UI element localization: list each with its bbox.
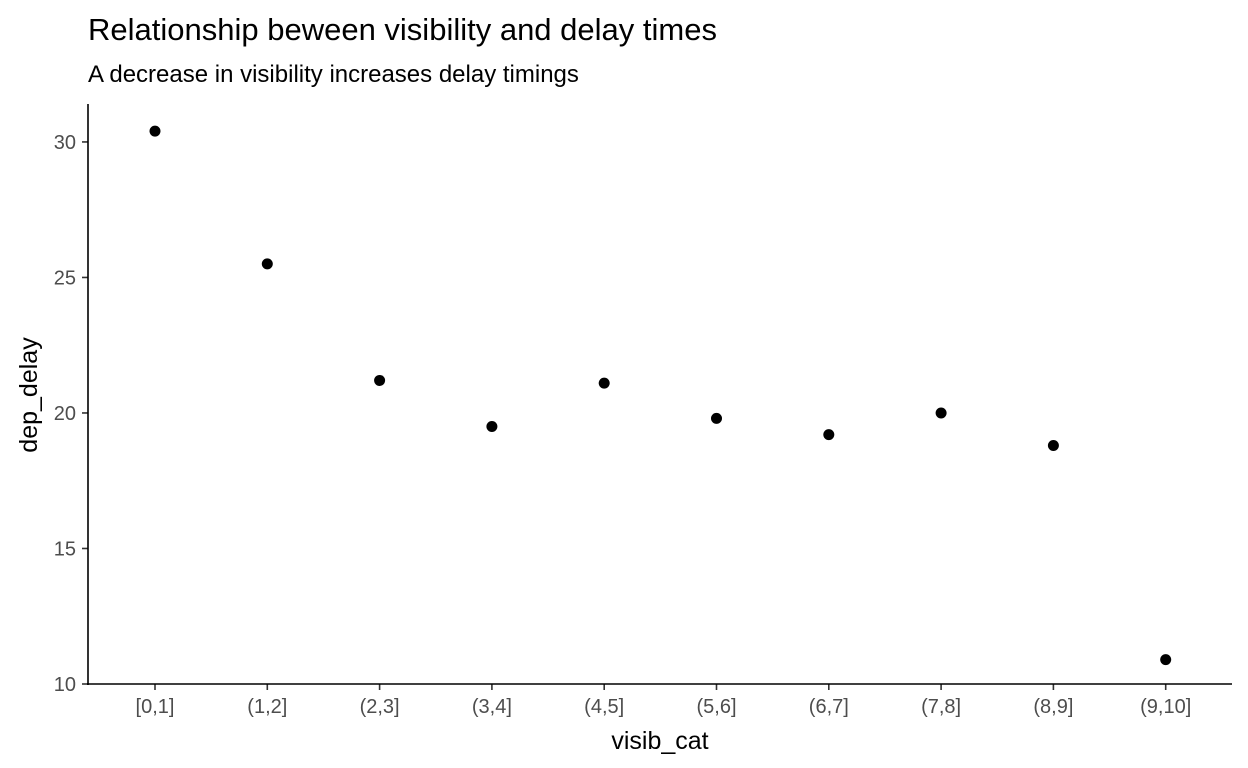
y-tick-label: 25 <box>54 267 76 289</box>
y-tick-label: 10 <box>54 674 76 696</box>
data-point <box>261 258 273 270</box>
x-tick-label: (3,4] <box>472 696 512 718</box>
x-tick-label: (1,2] <box>247 696 287 718</box>
y-axis-title: dep_delay <box>15 337 43 453</box>
data-points <box>149 125 1172 666</box>
chart-subtitle: A decrease in visibility increases delay… <box>88 61 579 88</box>
data-point <box>711 412 722 424</box>
x-tick-label: [0,1] <box>136 696 175 718</box>
x-axis-title: visib_cat <box>611 727 708 755</box>
x-tick-label: (5,6] <box>696 696 736 718</box>
x-tick-label: (2,3] <box>360 696 400 718</box>
x-tick-label: (7,8] <box>921 696 961 718</box>
data-point <box>823 429 835 441</box>
y-tick-label: 30 <box>54 132 76 154</box>
y-tick-label: 20 <box>54 403 76 425</box>
x-axis: [0,1] (1,2] (2,3] (3,4] (4,5] (5,6] (6,7] (7,8]… <box>136 684 1191 718</box>
data-point <box>1047 439 1059 451</box>
x-tick-label: (9,10] <box>1140 696 1191 718</box>
y-tick-label: 15 <box>54 538 76 560</box>
y-axis: 10 15 20 25 30 <box>54 132 88 696</box>
x-tick-label: (6,7] <box>809 696 849 718</box>
x-tick-label: (8,9] <box>1033 696 1073 718</box>
data-point <box>486 421 498 433</box>
data-point <box>598 377 610 389</box>
data-point <box>1160 654 1172 666</box>
data-point <box>935 407 947 419</box>
data-point <box>149 125 161 137</box>
chart-title: Relationship beween visibility and delay… <box>88 12 717 47</box>
data-point <box>374 374 386 386</box>
x-tick-label: (4,5] <box>584 696 624 718</box>
